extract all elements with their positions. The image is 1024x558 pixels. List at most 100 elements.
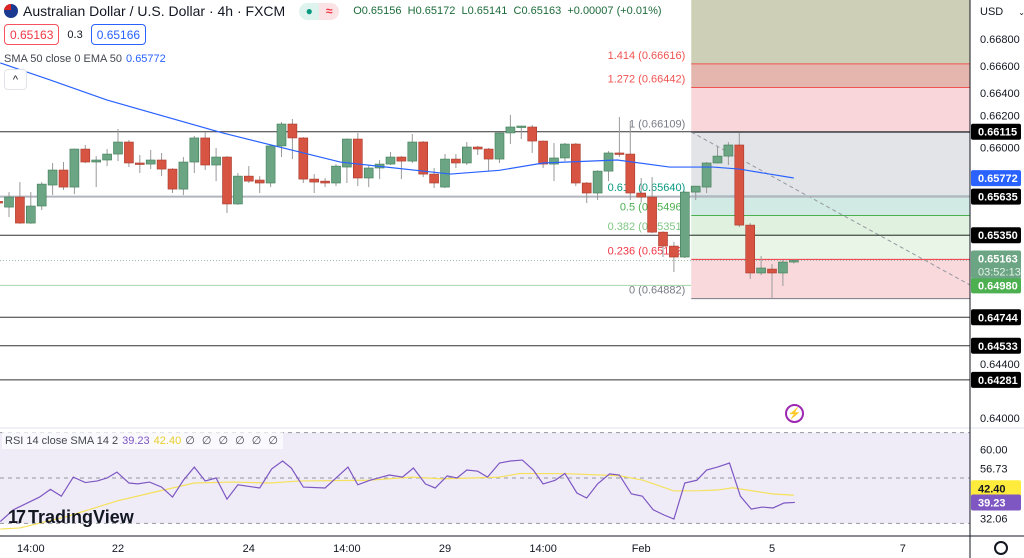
- symbol-title[interactable]: Australian Dollar / U.S. Dollar · 4h · F…: [23, 3, 286, 19]
- candle[interactable]: [189, 135, 200, 174]
- candle[interactable]: [396, 156, 407, 180]
- candle[interactable]: [25, 192, 36, 224]
- candle[interactable]: [113, 129, 123, 162]
- candle[interactable]: [745, 223, 756, 279]
- buy-button[interactable]: 0.65166: [90, 24, 147, 45]
- candle[interactable]: [363, 165, 374, 188]
- rsi-sma-badge[interactable]: [971, 480, 1021, 497]
- candle[interactable]: [767, 264, 777, 299]
- candle[interactable]: [124, 139, 134, 168]
- candle[interactable]: [440, 154, 450, 189]
- candle[interactable]: [167, 168, 178, 194]
- candle[interactable]: [91, 156, 101, 188]
- candle[interactable]: [156, 152, 167, 177]
- candle[interactable]: [429, 167, 439, 189]
- settings-icon[interactable]: [994, 541, 1008, 555]
- candle[interactable]: [80, 144, 91, 163]
- candle[interactable]: [320, 178, 330, 188]
- status-pill[interactable]: ● ≈: [299, 2, 340, 20]
- sell-button[interactable]: 0.65163: [4, 24, 60, 45]
- candle[interactable]: [679, 191, 690, 258]
- candle[interactable]: [461, 142, 472, 166]
- candle[interactable]: [298, 137, 309, 184]
- candle[interactable]: [472, 145, 483, 156]
- candle-body: [451, 158, 461, 164]
- currency-select[interactable]: USD ⌄: [974, 2, 1024, 22]
- candle[interactable]: [581, 182, 592, 204]
- rsi-legend[interactable]: RSI 14 close SMA 14 2 39.23 42.40 ∅ ∅ ∅ ∅ ∅…: [2, 432, 283, 449]
- candle[interactable]: [352, 132, 363, 187]
- candle[interactable]: [331, 164, 341, 187]
- candle[interactable]: [36, 182, 47, 211]
- candle[interactable]: [0, 199, 3, 206]
- last-price-badge: [971, 250, 1021, 279]
- candle[interactable]: [625, 121, 636, 201]
- candle[interactable]: [647, 177, 657, 234]
- ohlc-open: O0.65156: [353, 5, 402, 17]
- candle[interactable]: [723, 142, 734, 166]
- candle[interactable]: [102, 149, 112, 167]
- candle[interactable]: [69, 148, 80, 195]
- candle[interactable]: [658, 231, 668, 258]
- ema-price-badge[interactable]: [971, 170, 1021, 187]
- candle-body: [788, 260, 799, 263]
- candle[interactable]: [636, 178, 647, 203]
- rsi-value-badge[interactable]: [971, 494, 1021, 511]
- candle[interactable]: [309, 174, 320, 194]
- level-price-badge[interactable]: [971, 188, 1021, 205]
- candle[interactable]: [669, 242, 679, 273]
- candle-body: [636, 192, 647, 198]
- candle[interactable]: [451, 154, 461, 168]
- collapse-legend-button[interactable]: ^: [4, 69, 27, 90]
- candle[interactable]: [200, 132, 210, 171]
- level-price-badge[interactable]: [971, 277, 1021, 294]
- candle[interactable]: [483, 147, 494, 172]
- candle[interactable]: [58, 162, 69, 191]
- level-price-badge[interactable]: [971, 337, 1021, 354]
- level-price-badge[interactable]: [971, 371, 1021, 388]
- candle[interactable]: [287, 119, 298, 160]
- candle[interactable]: [47, 162, 58, 196]
- candle[interactable]: [178, 157, 189, 196]
- level-price-badge[interactable]: [971, 227, 1021, 244]
- candle[interactable]: [756, 256, 766, 276]
- candle[interactable]: [603, 151, 614, 182]
- candle[interactable]: [385, 152, 396, 166]
- candle[interactable]: [560, 142, 570, 162]
- candle[interactable]: [614, 116, 625, 158]
- candle[interactable]: [516, 125, 527, 140]
- candle[interactable]: [570, 142, 581, 187]
- candle-body: [494, 132, 505, 160]
- candle[interactable]: [407, 134, 418, 163]
- candle[interactable]: [211, 147, 221, 182]
- candle[interactable]: [494, 132, 505, 163]
- fib-level-label: 0.236 (0.65172): [608, 245, 686, 257]
- candle[interactable]: [342, 138, 352, 184]
- candle[interactable]: [145, 149, 156, 170]
- candle[interactable]: [712, 147, 723, 164]
- candle[interactable]: [505, 114, 516, 145]
- candle[interactable]: [276, 121, 287, 158]
- candle[interactable]: [15, 182, 25, 224]
- candle[interactable]: [222, 156, 232, 214]
- candle[interactable]: [592, 170, 603, 201]
- candle[interactable]: [244, 166, 254, 184]
- candle[interactable]: [734, 132, 745, 228]
- tradingview-logo[interactable]: 17 TradingView: [8, 507, 134, 528]
- candle[interactable]: [527, 124, 538, 153]
- level-price-badge[interactable]: [971, 309, 1021, 326]
- candle[interactable]: [4, 192, 14, 218]
- candle[interactable]: [778, 260, 788, 286]
- candle[interactable]: [265, 145, 276, 188]
- lightning-icon[interactable]: ⚡: [785, 404, 804, 423]
- candle[interactable]: [788, 259, 799, 264]
- candle-body: [581, 182, 592, 194]
- candle[interactable]: [690, 185, 701, 201]
- indicator-legend[interactable]: SMA 50 close 0 EMA 50 0.65772: [4, 53, 166, 65]
- level-price-badge[interactable]: [971, 123, 1021, 140]
- candle[interactable]: [254, 176, 265, 194]
- candle[interactable]: [135, 155, 145, 174]
- candle[interactable]: [374, 160, 385, 180]
- candle[interactable]: [233, 173, 243, 205]
